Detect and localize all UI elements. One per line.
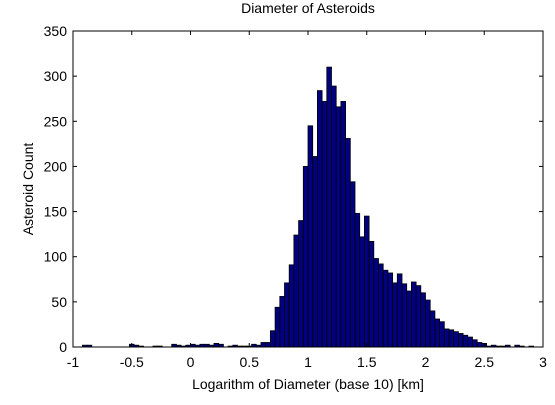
histogram-bar — [359, 236, 365, 348]
histogram-bar — [265, 342, 271, 348]
x-tick-label: 2.5 — [475, 354, 495, 370]
histogram-bar — [434, 318, 440, 348]
histogram-bar — [382, 269, 389, 348]
x-tick-label: 3 — [539, 354, 547, 370]
x-tick-label: 0.5 — [240, 354, 260, 370]
y-tick-label: 300 — [44, 68, 68, 84]
chart-title: Diameter of Asteroids — [241, 0, 375, 16]
histogram-bar — [410, 281, 417, 348]
histogram-bar — [453, 331, 459, 348]
histogram-bar — [349, 181, 356, 348]
histogram-bar — [345, 138, 351, 348]
x-tick-label: 2 — [422, 354, 430, 370]
histogram-bar — [312, 156, 318, 348]
y-ticks: 0 50 100 150 200 250 300 350 — [44, 23, 543, 355]
histogram-bar — [429, 310, 436, 348]
histogram-bar — [269, 330, 276, 348]
histogram-bar — [457, 333, 464, 348]
histogram-bar — [274, 306, 281, 348]
x-axis-label: Logarithm of Diameter (base 10) [km] — [192, 376, 424, 392]
histogram-bar — [335, 106, 342, 348]
histogram-bar — [293, 234, 299, 348]
histogram-bar — [340, 101, 346, 348]
histogram-bar — [378, 263, 384, 348]
histogram-bar — [443, 328, 450, 348]
histogram-bar — [368, 240, 375, 348]
histogram-bar — [373, 258, 379, 348]
histogram-bar — [401, 283, 408, 348]
histogram-bar — [321, 101, 328, 348]
histogram-bar — [425, 299, 431, 348]
histogram-bar — [302, 166, 309, 348]
y-tick-label: 0 — [59, 339, 67, 355]
histogram-bar — [331, 85, 337, 348]
histogram-bar — [354, 212, 361, 348]
histogram-bar — [415, 285, 422, 348]
histogram-bar — [284, 282, 290, 348]
y-tick-label: 250 — [44, 113, 68, 129]
y-tick-label: 350 — [44, 23, 68, 39]
histogram-bar — [288, 264, 295, 348]
histogram-bar — [467, 336, 473, 348]
histogram-bar — [439, 321, 445, 348]
histogram-bar — [298, 220, 304, 348]
histogram-bar — [213, 342, 220, 348]
y-tick-label: 200 — [44, 158, 68, 174]
x-tick-label: 1.5 — [357, 354, 377, 370]
x-ticks: -1 -0.5 0 0.5 1 1.5 2 2.5 3 — [67, 31, 547, 370]
histogram-bar — [363, 215, 370, 348]
histogram-bar — [307, 125, 314, 348]
x-tick-label: 1 — [304, 354, 312, 370]
histogram-bar — [462, 334, 469, 348]
y-tick-label: 50 — [51, 294, 67, 310]
x-tick-label: -0.5 — [120, 354, 144, 370]
histogram-bar — [326, 66, 332, 348]
y-tick-label: 150 — [44, 204, 68, 220]
histogram-bar — [406, 290, 412, 348]
y-axis-label: Asteroid Count — [20, 143, 36, 236]
histogram-bar — [476, 342, 483, 348]
bars-group — [82, 66, 535, 348]
histogram-bar — [448, 329, 455, 348]
histogram-bar — [279, 296, 285, 348]
histogram-bar — [420, 292, 426, 348]
x-tick-label: 0 — [187, 354, 195, 370]
histogram-bar — [472, 339, 478, 348]
x-tick-label: -1 — [67, 354, 80, 370]
histogram-bar — [392, 282, 398, 348]
histogram-bar — [387, 272, 393, 348]
histogram-bar — [316, 90, 323, 348]
histogram-bar — [260, 342, 267, 348]
histogram-bar — [396, 273, 403, 348]
y-tick-label: 100 — [44, 249, 68, 265]
